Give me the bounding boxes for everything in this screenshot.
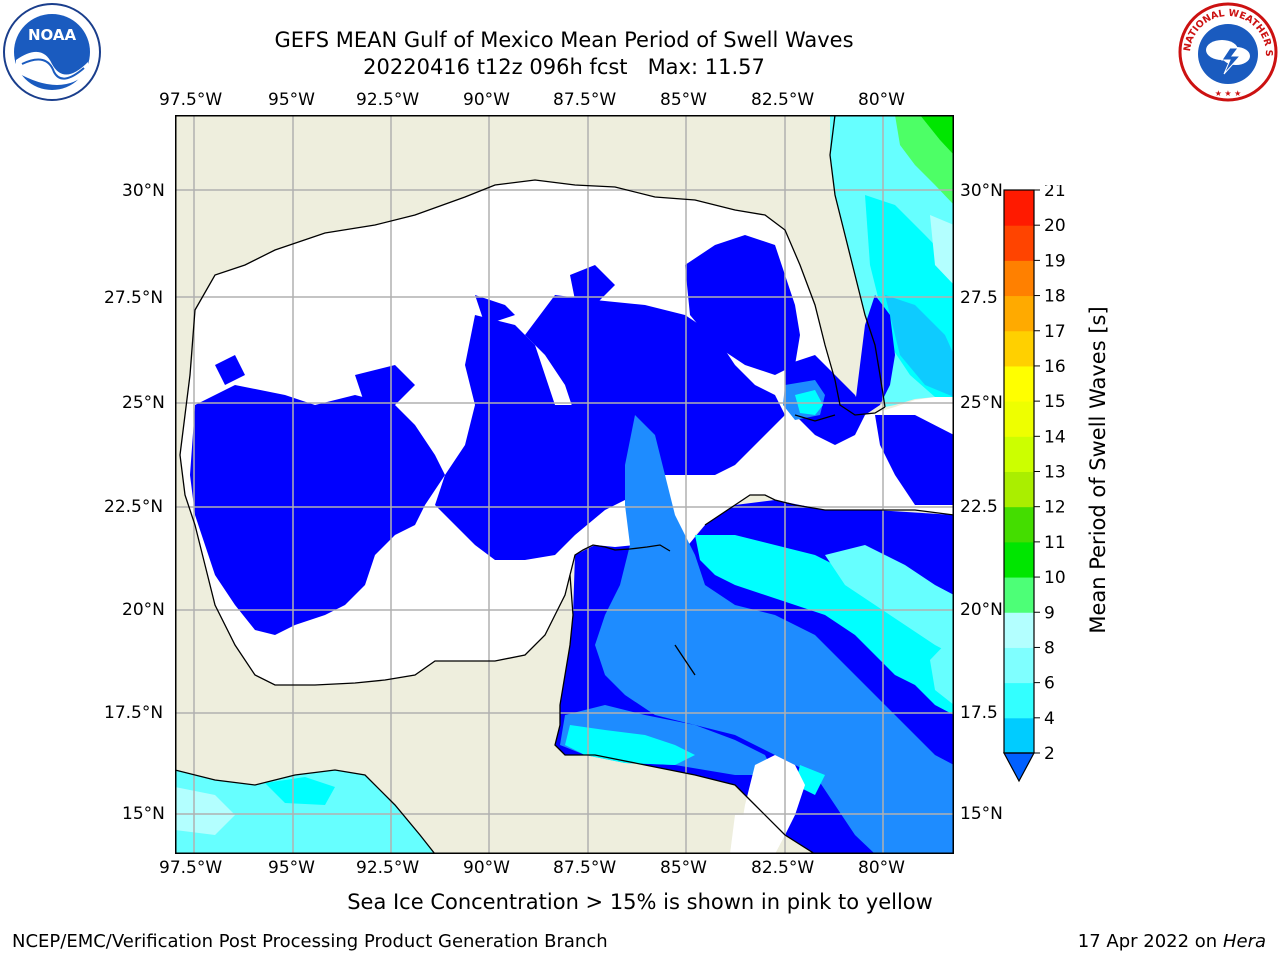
lat-label-left: 17.5°N <box>104 703 164 723</box>
colorbar-tick-label: 20 <box>1044 216 1066 236</box>
lon-label-top: 87.5°W <box>553 90 617 110</box>
colorbar-tick-label: 18 <box>1044 287 1066 307</box>
svg-text:★ ★ ★: ★ ★ ★ <box>1215 89 1242 98</box>
colorbar-tick-label: 14 <box>1044 427 1066 447</box>
colorbar-segment <box>1004 717 1034 754</box>
colorbar-tick-label: 2 <box>1044 744 1055 764</box>
lat-label-left: 27.5°N <box>104 288 164 308</box>
colorbar-tick-label: 16 <box>1044 357 1066 377</box>
colorbar-segment <box>1004 330 1034 367</box>
coastline <box>175 115 954 854</box>
lon-label-top: 82.5°W <box>751 90 815 110</box>
lon-label-top: 90°W <box>463 90 510 110</box>
noaa-logo-icon: NOAA <box>2 2 102 106</box>
colorbar-segment <box>1004 471 1034 508</box>
swell-patches <box>190 235 954 635</box>
lon-label-top: 85°W <box>660 90 707 110</box>
colorbar-tick-label: 17 <box>1044 322 1066 342</box>
lat-label-right: 30°N <box>960 181 1003 201</box>
generated-date-text: 17 Apr 2022 on <box>1077 931 1223 952</box>
colorbar-tick-label: 10 <box>1044 568 1066 588</box>
colorbar-segment <box>1004 436 1034 472</box>
colorbar-tick-label: 13 <box>1044 463 1066 483</box>
lon-label-bottom: 82.5°W <box>751 858 815 878</box>
lat-label-left: 22.5°N <box>104 497 164 517</box>
colorbar-segment <box>1004 577 1034 613</box>
colorbar-tick-label: 15 <box>1044 392 1066 412</box>
colorbar-segment <box>1004 260 1034 297</box>
colorbar-segment <box>1004 225 1034 261</box>
lat-label-left: 30°N <box>122 181 165 201</box>
colorbar-segment <box>1004 541 1034 578</box>
lat-label-right: 20°N <box>960 600 1003 620</box>
colorbar-segment <box>1004 506 1034 543</box>
sea-ice-note: Sea Ice Concentration > 15% is shown in … <box>347 890 933 914</box>
colorbar-segment <box>1004 190 1034 226</box>
lon-label-top: 95°W <box>268 90 315 110</box>
colorbar-segment <box>1004 647 1034 684</box>
colorbar-segment <box>1004 365 1034 402</box>
colorbar-tick-label: 8 <box>1044 638 1055 658</box>
lon-label-bottom: 92.5°W <box>356 858 420 878</box>
generated-date: 17 Apr 2022 on Hera <box>1078 931 1266 952</box>
colorbar-label: Mean Period of Swell Waves [s] <box>1086 306 1110 634</box>
colorbar-tick-label: 12 <box>1044 498 1066 518</box>
lon-label-bottom: 85°W <box>660 858 707 878</box>
lat-label-right: 25°N <box>960 393 1003 413</box>
lat-label-left: 20°N <box>122 600 165 620</box>
lat-label-right: 22.5 <box>960 497 998 517</box>
lon-label-bottom: 95°W <box>268 858 315 878</box>
colorbar-segment <box>1004 682 1034 719</box>
lat-label-right: 15°N <box>960 804 1003 824</box>
producer-credit: NCEP/EMC/Verification Post Processing Pr… <box>12 931 608 952</box>
graticule <box>175 115 954 854</box>
colorbar-segment <box>1004 612 1034 648</box>
colorbar-segment <box>1004 401 1034 437</box>
lat-label-right: 17.5 <box>960 703 998 723</box>
noaa-logo-text: NOAA <box>28 26 77 44</box>
national-weather-service-logo-icon: NATIONAL WEATHER SERVICE ★ ★ ★ <box>1174 0 1278 106</box>
chart-title: GEFS MEAN Gulf of Mexico Mean Period of … <box>274 28 854 52</box>
colorbar-tick-label: 21 <box>1044 185 1066 201</box>
colorbar-tick-label: 9 <box>1044 603 1055 623</box>
lon-label-bottom: 87.5°W <box>553 858 617 878</box>
colorbar-segment <box>1004 295 1034 332</box>
map-frame <box>175 115 954 854</box>
lon-label-top: 80°W <box>858 90 905 110</box>
lon-label-bottom: 97.5°W <box>159 858 223 878</box>
lon-label-top: 97.5°W <box>159 90 223 110</box>
colorbar-extend-triangle <box>1002 752 1036 783</box>
lon-label-top: 92.5°W <box>356 90 420 110</box>
chart-subtitle: 20220416 t12z 096h fcst Max: 11.57 <box>363 55 765 79</box>
lat-label-left: 25°N <box>122 393 165 413</box>
lat-label-left: 15°N <box>122 804 165 824</box>
gulf-of-mexico-map <box>175 115 954 854</box>
lat-label-right: 27.5 <box>960 288 998 308</box>
colorbar-tick-label: 11 <box>1044 533 1066 553</box>
colorbar-tick-label: 19 <box>1044 251 1066 271</box>
pacific-water <box>175 770 435 854</box>
lon-label-bottom: 90°W <box>463 858 510 878</box>
colorbar-tick-label: 4 <box>1044 709 1055 729</box>
machine-name: Hera <box>1222 931 1266 952</box>
lon-label-bottom: 80°W <box>858 858 905 878</box>
colorbar-tick-label: 6 <box>1044 674 1055 694</box>
colorbar: 2 4 6 8 9 10 11 12 13 14 15 16 17 18 19 20 21 <box>1002 185 1066 783</box>
